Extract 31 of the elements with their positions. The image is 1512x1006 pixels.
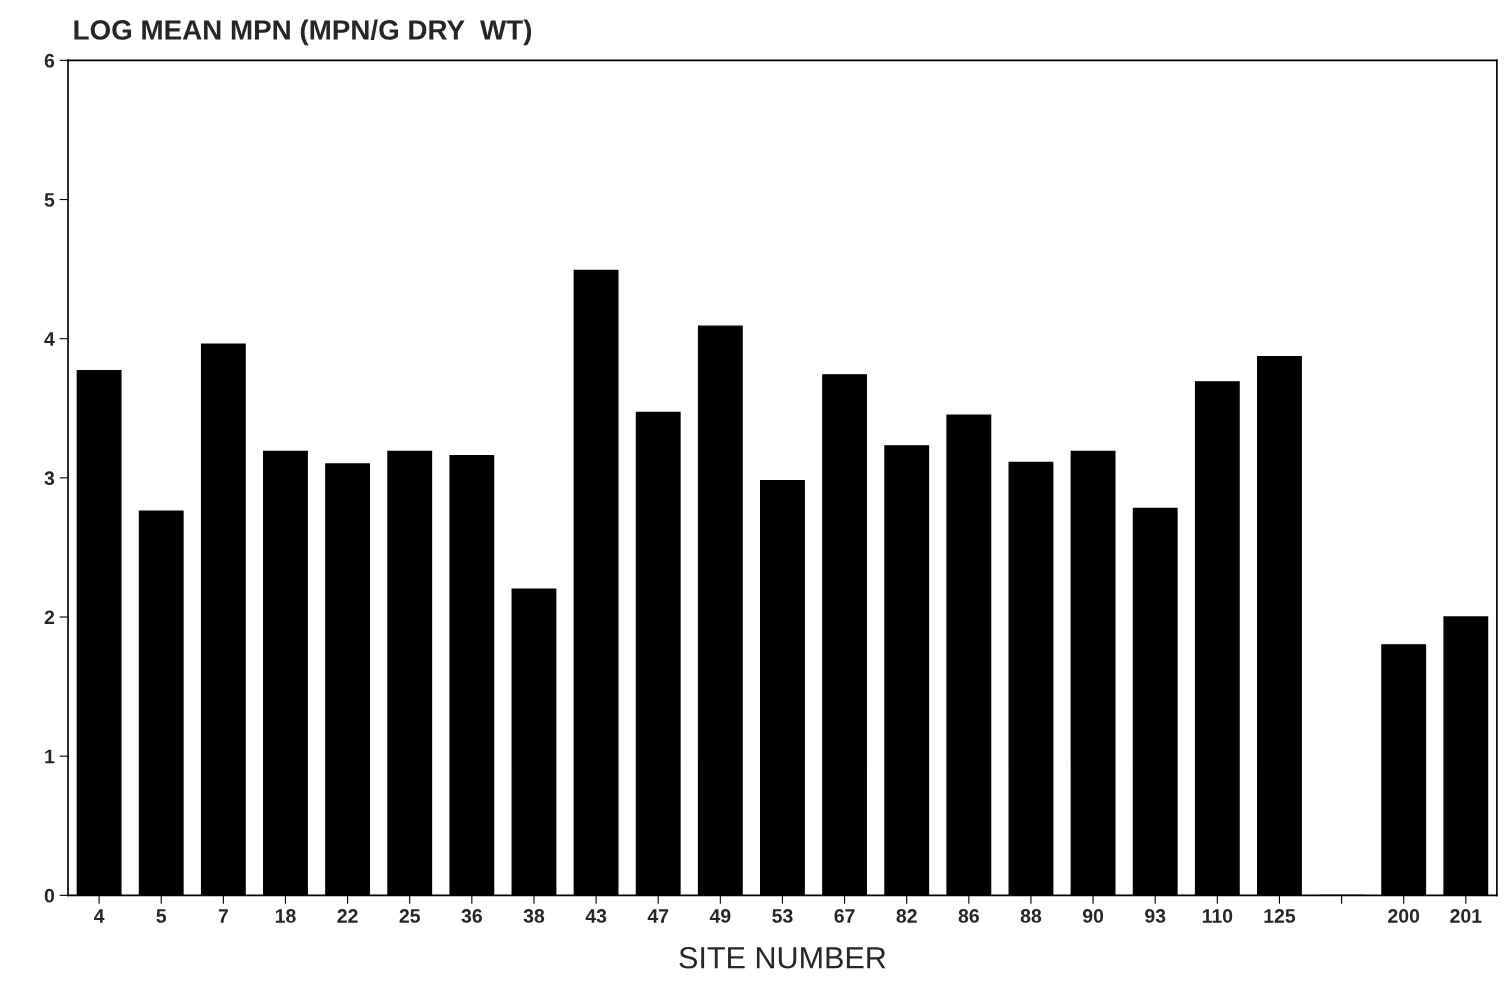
- x-tick-label: 86: [958, 909, 979, 923]
- x-tick-label: 93: [1145, 909, 1166, 923]
- x-tick-label: 18: [275, 909, 296, 923]
- x-tick-label: 43: [585, 909, 607, 923]
- x-tick-label: 200: [1388, 909, 1420, 923]
- x-tick-label: 49: [709, 909, 731, 923]
- x-tick-label: 22: [337, 909, 358, 923]
- x-tick-label: 110: [1202, 909, 1233, 923]
- y-tick-label: 4: [44, 332, 55, 346]
- y-tick-label: 5: [44, 193, 55, 207]
- x-tick-label: 53: [772, 909, 793, 923]
- y-tick-label: 6: [44, 53, 55, 68]
- x-tick-label: 36: [461, 909, 482, 923]
- x-tick-label: 47: [647, 909, 669, 923]
- x-tick-label: 67: [834, 909, 855, 923]
- x-tick-label: 7: [218, 909, 228, 923]
- y-tick-label: 2: [44, 610, 55, 625]
- x-tick-label: 125: [1264, 909, 1296, 923]
- x-tick-label: 5: [156, 909, 167, 923]
- x-tick-label: 82: [896, 909, 917, 923]
- x-tick-label: 201: [1450, 909, 1482, 923]
- y-tick-label: 1: [45, 749, 55, 764]
- y-tick-label: 3: [44, 471, 55, 486]
- x-tick-label: 88: [1020, 909, 1042, 923]
- chart-title: LOG MEAN MPN (MPN/G DRY WT): [74, 19, 532, 46]
- x-tick-label: 25: [399, 909, 420, 923]
- x-axis-title: SITE NUMBER: [679, 946, 886, 969]
- x-tick-label: 90: [1082, 909, 1104, 923]
- x-tick-label: 4: [93, 909, 105, 923]
- x-tick-label: 38: [523, 909, 545, 923]
- y-tick-label: 0: [44, 888, 55, 903]
